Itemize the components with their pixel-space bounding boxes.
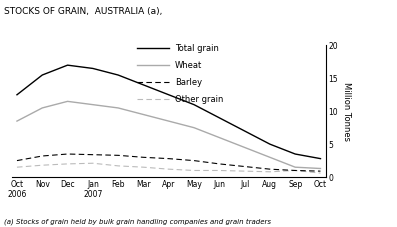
Y-axis label: Million Tonnes: Million Tonnes bbox=[342, 82, 351, 141]
Text: Other grain: Other grain bbox=[175, 95, 224, 104]
Text: STOCKS OF GRAIN,  AUSTRALIA (a),: STOCKS OF GRAIN, AUSTRALIA (a), bbox=[4, 7, 162, 16]
Text: Barley: Barley bbox=[175, 78, 202, 87]
Text: Total grain: Total grain bbox=[175, 44, 219, 52]
Text: (a) Stocks of grain held by bulk grain handling companies and grain traders: (a) Stocks of grain held by bulk grain h… bbox=[4, 218, 271, 225]
Text: Wheat: Wheat bbox=[175, 61, 202, 70]
